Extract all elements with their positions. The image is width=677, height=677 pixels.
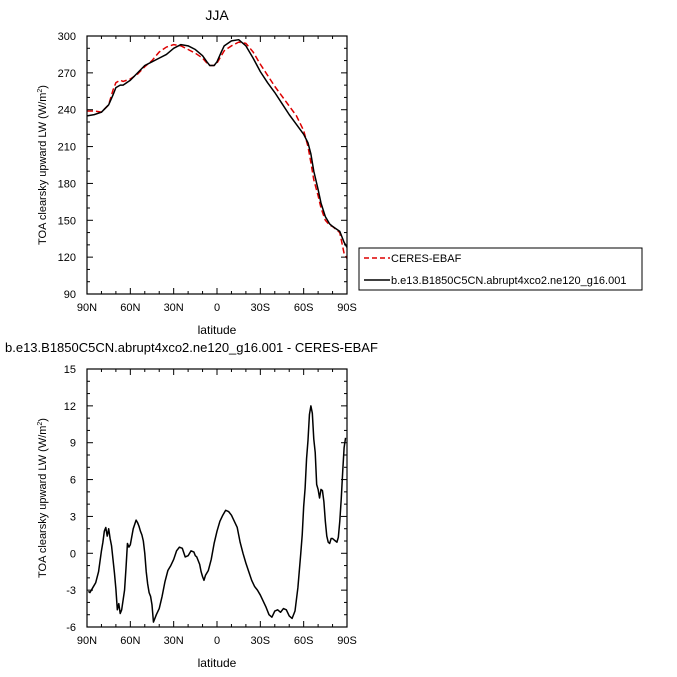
- bottom-x-tick-label: 60S: [294, 635, 314, 647]
- bottom-y-tick-label: 12: [64, 401, 76, 413]
- top-y-tick-label: 300: [58, 31, 76, 43]
- top-y-tick-label: 90: [64, 289, 76, 301]
- bottom-x-tick-label: 30N: [164, 635, 184, 647]
- top-series-line-2: [86, 38, 348, 248]
- legend-label-ceres: CERES-EBAF: [391, 253, 462, 265]
- top-panel: JJA 90N 60N 30N 0 30S 60S 90S 90 120 150 180 210 240…: [37, 7, 643, 337]
- bottom-x-axis-label: latitude: [198, 656, 237, 670]
- bottom-y-tick-label: 3: [70, 511, 76, 523]
- top-y-tick-label: 150: [58, 215, 76, 227]
- bottom-y-axis-label-main: TOA clearsky upward LW (W/m: [37, 426, 49, 578]
- bottom-y-tick-label: 0: [70, 548, 76, 560]
- top-plot-frame: [86, 35, 348, 295]
- bottom-x-tick-label: 0: [214, 635, 220, 647]
- top-y-axis-label: TOA clearsky upward LW (W/m2): [37, 85, 49, 245]
- bottom-y-axis-label: TOA clearsky upward LW (W/m2): [37, 418, 49, 578]
- bottom-x-tick-label: 90N: [77, 635, 97, 647]
- bottom-x-tick-label: 30S: [251, 635, 271, 647]
- top-y-axis-label-sup: 2: [37, 89, 44, 93]
- bottom-series-layer: [87, 405, 347, 623]
- bottom-y-tick-label: 9: [70, 438, 76, 450]
- top-x-tick-label: 60S: [294, 302, 314, 314]
- bottom-y-axis-label-close: ): [37, 418, 49, 422]
- bottom-plot-frame: [86, 368, 348, 628]
- bottom-y-axis-label-sup: 2: [37, 422, 44, 426]
- bottom-x-tick-label: 90S: [337, 635, 357, 647]
- legend-box: [358, 247, 643, 291]
- top-y-axis-label-main: TOA clearsky upward LW (W/m: [37, 93, 49, 245]
- top-x-tick-label: 90S: [337, 302, 357, 314]
- bottom-x-tick-label: 60N: [120, 635, 140, 647]
- bottom-y-tick-label: -3: [66, 585, 76, 597]
- top-y-tick-label: 240: [58, 105, 76, 117]
- top-x-tick-label: 60N: [120, 302, 140, 314]
- top-y-tick-label: 180: [58, 178, 76, 190]
- bottom-y-tick-label: -6: [66, 622, 76, 634]
- top-series-line-1: [87, 41, 348, 259]
- top-axes: 90N 60N 30N 0 30S 60S 90S 90 120 150 180 210 240 270 3…: [58, 31, 357, 314]
- bottom-axes: 90N 60N 30N 0 30S 60S 90S -6 -3 0 3 6 9 12 15: [64, 364, 357, 647]
- top-x-tick-label: 30N: [164, 302, 184, 314]
- bottom-panel: b.e13.B1850C5CN.abrupt4xco2.ne120_g16.00…: [5, 340, 378, 670]
- top-x-tick-label: 0: [214, 302, 220, 314]
- top-chart-title: JJA: [205, 7, 229, 23]
- legend: CERES-EBAF b.e13.B1850C5CN.abrupt4xco2.n…: [358, 247, 643, 291]
- bottom-series-line-1: [87, 405, 347, 623]
- top-y-tick-label: 270: [58, 68, 76, 80]
- legend-label-model: b.e13.B1850C5CN.abrupt4xco2.ne120_g16.00…: [391, 275, 626, 287]
- top-x-axis-label: latitude: [198, 323, 237, 337]
- top-x-tick-label: 90N: [77, 302, 97, 314]
- bottom-chart-title: b.e13.B1850C5CN.abrupt4xco2.ne120_g16.00…: [5, 340, 378, 355]
- top-series-layer: [86, 38, 348, 259]
- bottom-y-tick-label: 6: [70, 475, 76, 487]
- bottom-y-tick-label: 15: [64, 364, 76, 376]
- top-x-tick-label: 30S: [251, 302, 271, 314]
- top-y-axis-label-close: ): [37, 85, 49, 89]
- top-y-tick-label: 210: [58, 142, 76, 154]
- top-y-tick-label: 120: [58, 252, 76, 264]
